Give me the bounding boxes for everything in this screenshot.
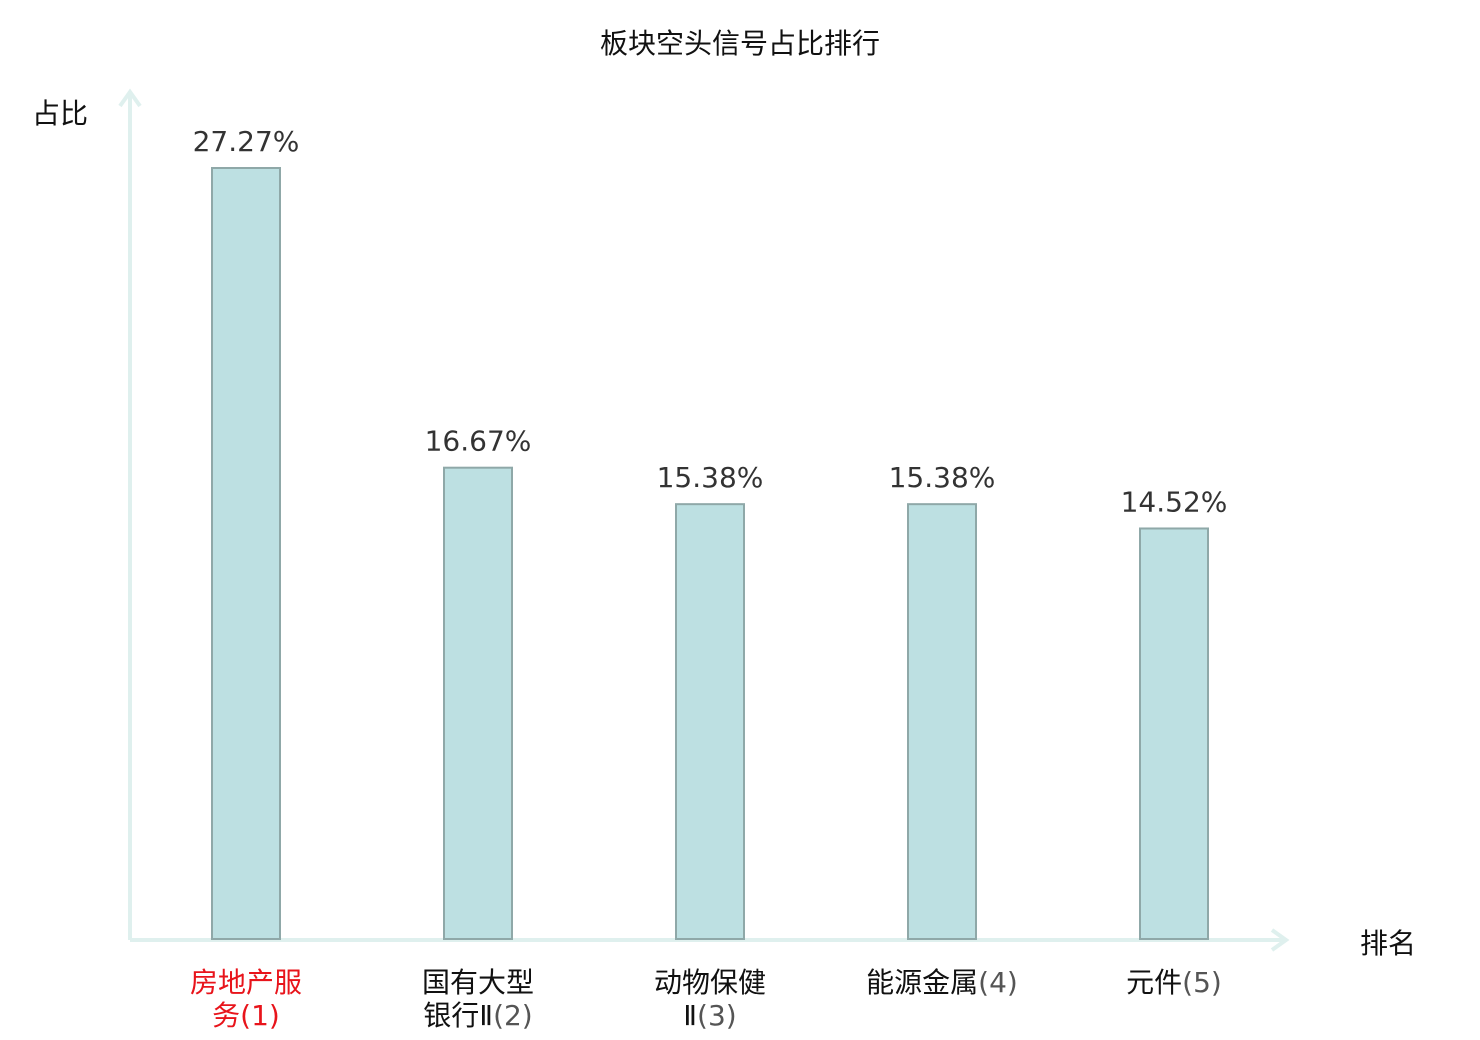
category-label: 动物保健 Ⅱ(3) (610, 966, 810, 1032)
category-label: 国有大型 银行Ⅱ(2) (378, 966, 578, 1032)
category-label-line1: 元件(5) (1126, 966, 1222, 999)
bar (443, 466, 513, 940)
category-label-line2: Ⅱ(3) (683, 999, 737, 1032)
x-axis-label: 排名 (1360, 927, 1417, 960)
bar-value-label: 27.27% (193, 125, 300, 158)
category-label: 房地产服 务(1) (146, 966, 346, 1032)
category-label: 元件(5) (1074, 966, 1274, 999)
category-label-line1: 房地产服 (189, 966, 302, 999)
category-label-line2: 务(1) (212, 999, 280, 1032)
bar (907, 503, 977, 940)
category-label-line2: 银行Ⅱ(2) (423, 999, 533, 1032)
y-axis-arrow (118, 88, 142, 108)
bar (211, 167, 281, 940)
chart-title: 板块空头信号占比排行 (599, 27, 880, 60)
x-axis-arrow (1270, 928, 1290, 952)
category-label-line1: 能源金属(4) (866, 966, 1018, 999)
bar-value-label: 15.38% (657, 461, 764, 494)
bar-value-label: 16.67% (425, 425, 532, 458)
bar-value-label: 15.38% (889, 461, 996, 494)
bars (211, 167, 1209, 941)
bar (675, 503, 745, 940)
category-label-line1: 动物保健 (653, 966, 766, 999)
category-label: 能源金属(4) (842, 966, 1042, 999)
y-axis-label: 占比 (32, 97, 89, 130)
bar-value-label: 14.52% (1121, 485, 1228, 518)
value-labels: 27.27% 16.67% 15.38% 15.38% 14.52% (193, 125, 1228, 518)
category-label-line1: 国有大型 (421, 966, 534, 999)
bar (1139, 527, 1209, 941)
